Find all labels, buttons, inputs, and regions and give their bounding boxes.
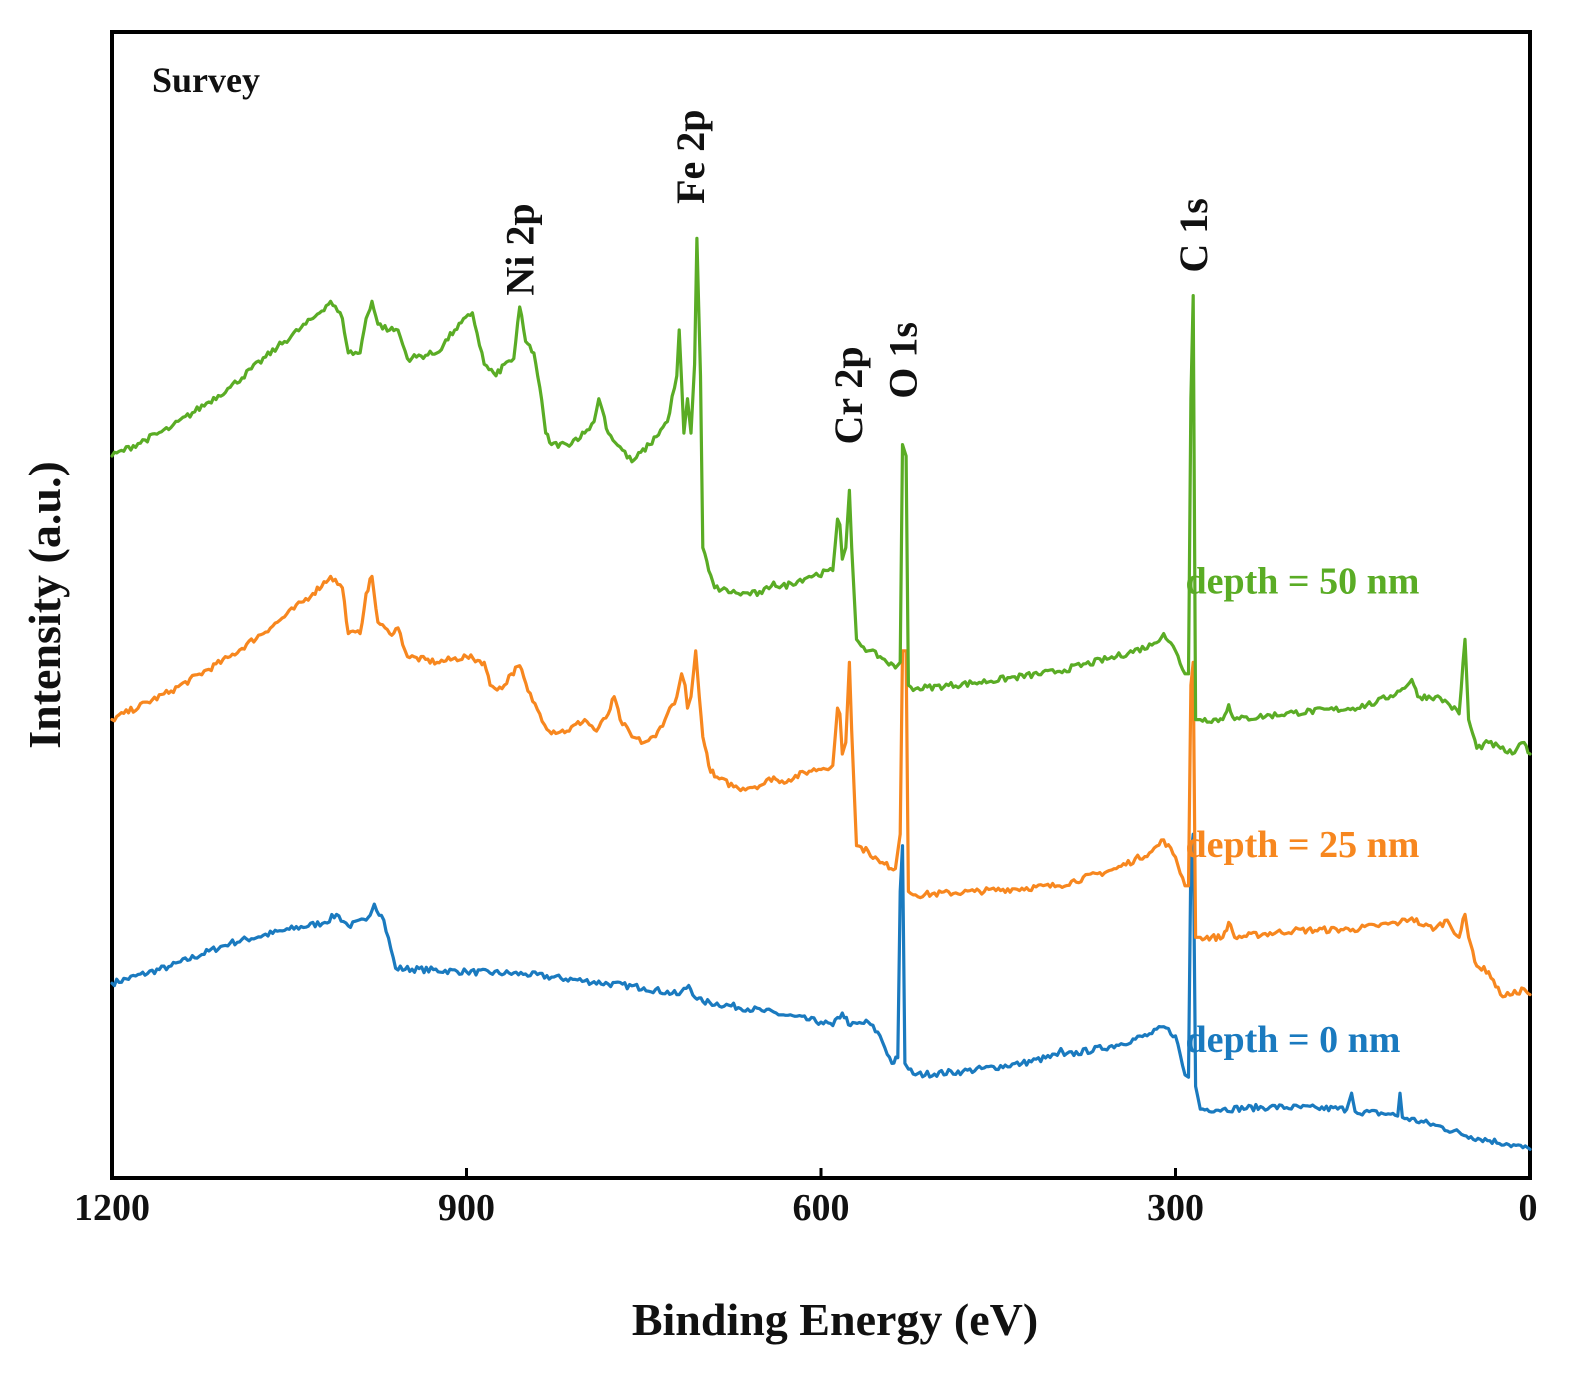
x-tick-label-3: 300 bbox=[1147, 1187, 1204, 1229]
x-tick-label-1: 900 bbox=[438, 1187, 495, 1229]
x-axis-ticks: 1200 900 600 300 0 bbox=[74, 1168, 1538, 1229]
x-tick-label-4: 0 bbox=[1519, 1187, 1538, 1229]
series-layer bbox=[110, 236, 1532, 1151]
peak-label-0: Ni 2p bbox=[498, 203, 543, 295]
panel-label: Survey bbox=[152, 60, 260, 100]
series-labels: depth = 0 nm depth = 25 nm depth = 50 nm bbox=[1186, 561, 1420, 1061]
series-label-2: depth = 50 nm bbox=[1186, 561, 1420, 603]
x-tick-label-2: 600 bbox=[793, 1187, 850, 1229]
x-tick-label-0: 1200 bbox=[74, 1187, 150, 1229]
series-line-2 bbox=[110, 236, 1532, 756]
peak-label-4: C 1s bbox=[1171, 198, 1216, 272]
peak-labels: Ni 2p Fe 2p Cr 2p O 1s C 1s bbox=[498, 109, 1217, 444]
series-label-1: depth = 25 nm bbox=[1186, 824, 1420, 866]
plot-frame bbox=[110, 30, 1532, 1180]
peak-label-1: Fe 2p bbox=[668, 109, 713, 203]
series-line-0 bbox=[110, 832, 1532, 1151]
peak-label-3: O 1s bbox=[881, 322, 926, 399]
x-axis-title: Binding Energy (eV) bbox=[632, 1294, 1038, 1345]
series-label-0: depth = 0 nm bbox=[1186, 1019, 1401, 1061]
peak-label-2: Cr 2p bbox=[826, 346, 871, 444]
y-axis-title: Intensity (a.u.) bbox=[19, 461, 70, 749]
series-line-1 bbox=[110, 574, 1532, 999]
